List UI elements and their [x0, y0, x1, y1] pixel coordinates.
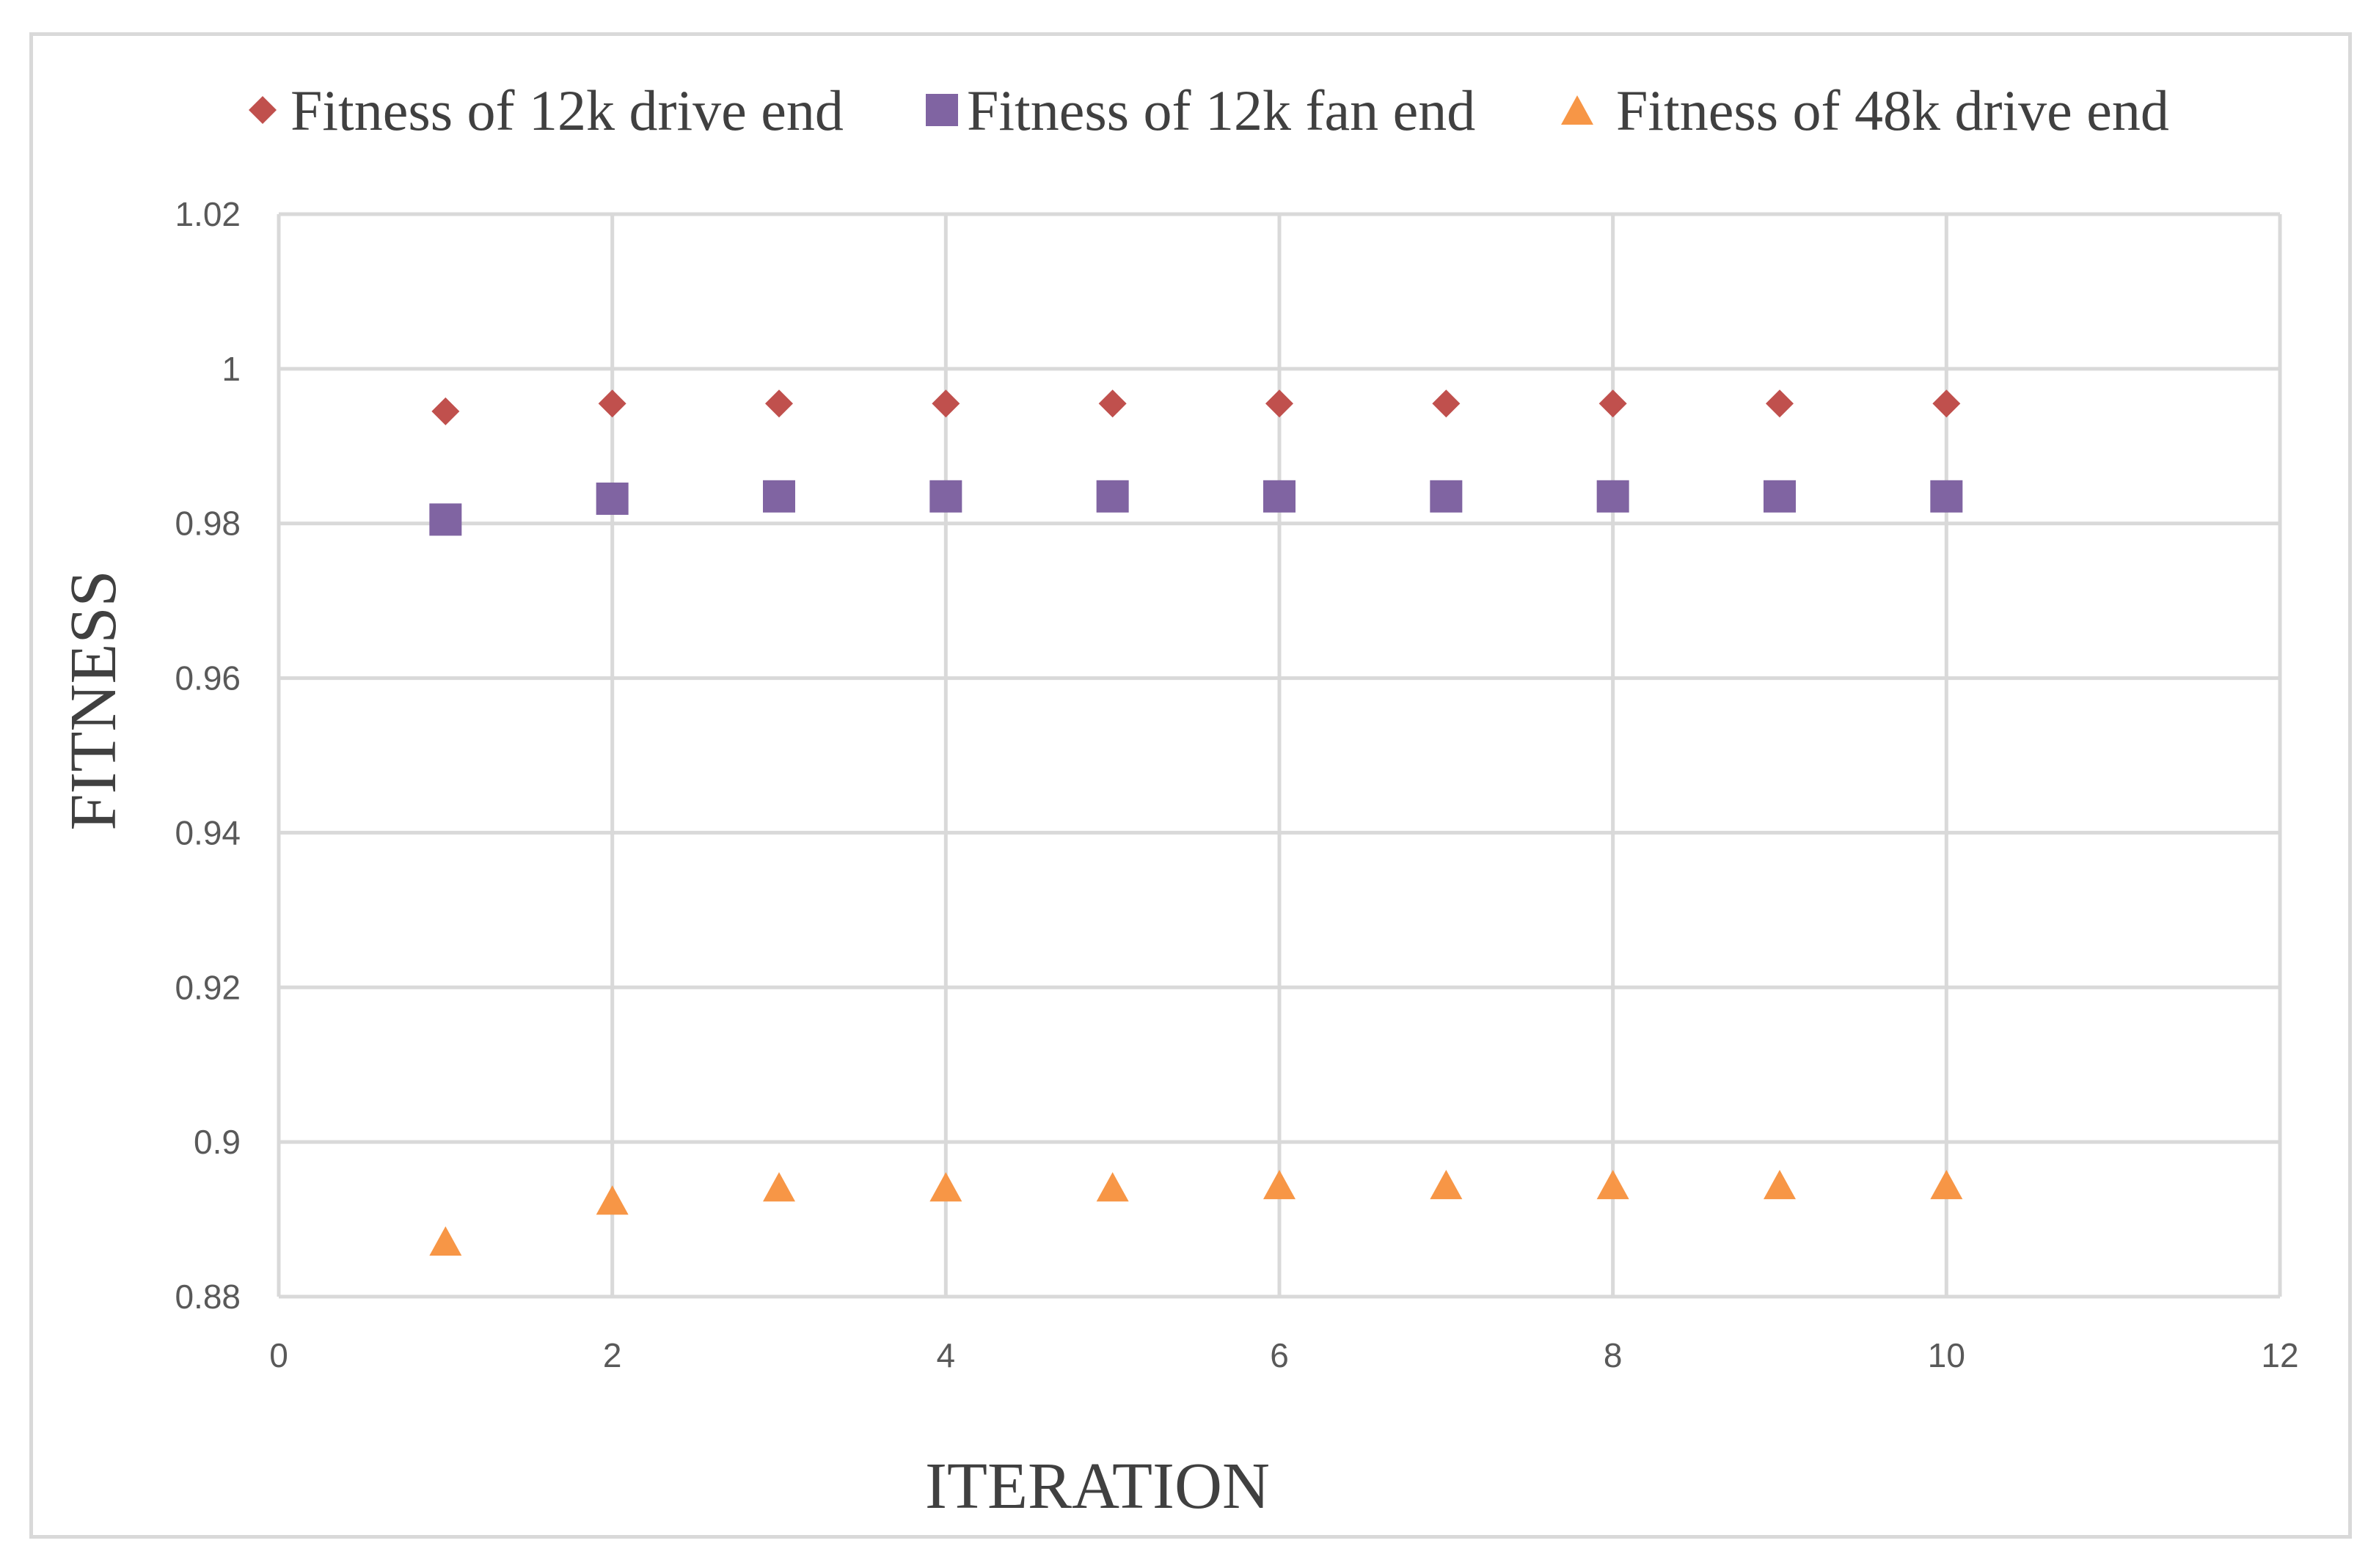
data-point-series-3	[1263, 1170, 1296, 1200]
y-axis-ticks: 0.88 0.9 0.92 0.94 0.96 0.98 1 1.02	[175, 195, 241, 1316]
x-axis-title: ITERATION	[925, 1450, 1270, 1523]
x-tick-label: 2	[603, 1336, 622, 1374]
data-point-series-1	[1598, 389, 1627, 418]
data-point-series-1	[598, 389, 626, 418]
data-point-series-2	[1430, 480, 1463, 513]
data-point-series-2	[1764, 480, 1796, 513]
legend: Fitness of 12k drive end Fitness of 12k f…	[249, 78, 2169, 142]
data-point-series-3	[1096, 1172, 1129, 1202]
data-point-series-1	[932, 389, 960, 418]
y-tick-label: 0.92	[175, 968, 241, 1006]
data-point-series-3	[1930, 1170, 1963, 1200]
y-tick-label: 0.88	[175, 1278, 241, 1316]
legend-label-series-3: Fitness of 48k drive end	[1616, 78, 2169, 142]
data-point-series-2	[1930, 480, 1963, 513]
data-markers	[429, 389, 1963, 1256]
data-point-series-2	[1596, 480, 1629, 513]
y-tick-label: 0.96	[175, 659, 241, 697]
x-tick-label: 8	[1604, 1336, 1623, 1374]
x-tick-label: 4	[937, 1336, 956, 1374]
y-tick-label: 1.02	[175, 195, 241, 233]
data-point-series-1	[765, 389, 793, 418]
x-axis-ticks: 0 2 4 6 8 10 12	[269, 1336, 2298, 1374]
x-tick-label: 6	[1270, 1336, 1289, 1374]
data-point-series-1	[431, 397, 460, 425]
data-point-series-1	[1432, 389, 1461, 418]
chart-frame	[29, 32, 2352, 1539]
data-point-series-3	[1596, 1170, 1629, 1200]
data-point-series-2	[929, 480, 962, 513]
data-point-series-1	[1932, 389, 1961, 418]
x-tick-label: 12	[2261, 1336, 2298, 1374]
data-point-series-3	[1764, 1170, 1796, 1200]
data-point-series-2	[1263, 480, 1296, 513]
data-point-series-1	[1265, 389, 1293, 418]
legend-label-series-2: Fitness of 12k fan end	[967, 78, 1475, 142]
data-point-series-2	[763, 480, 795, 513]
x-tick-label: 0	[269, 1336, 288, 1374]
x-tick-label: 10	[1928, 1336, 1965, 1374]
y-tick-label: 0.98	[175, 505, 241, 543]
y-axis-title: FITNESS	[57, 570, 130, 830]
grid	[277, 212, 2282, 1299]
data-point-series-3	[763, 1172, 795, 1202]
legend-marker-series-1	[249, 96, 277, 124]
data-point-series-1	[1098, 389, 1127, 418]
y-tick-label: 0.94	[175, 813, 241, 851]
y-tick-label: 1	[222, 350, 241, 388]
legend-label-series-1: Fitness of 12k drive end	[290, 78, 844, 142]
data-point-series-2	[596, 482, 629, 515]
data-point-series-2	[429, 503, 462, 536]
data-point-series-3	[596, 1185, 629, 1215]
y-tick-label: 0.9	[194, 1123, 241, 1161]
data-point-series-1	[1766, 389, 1794, 418]
data-point-series-3	[1430, 1170, 1463, 1200]
legend-marker-series-3	[1561, 95, 1593, 125]
data-point-series-3	[929, 1172, 962, 1202]
legend-marker-series-2	[926, 94, 958, 126]
data-point-series-3	[429, 1226, 462, 1256]
data-point-series-2	[1096, 480, 1129, 513]
